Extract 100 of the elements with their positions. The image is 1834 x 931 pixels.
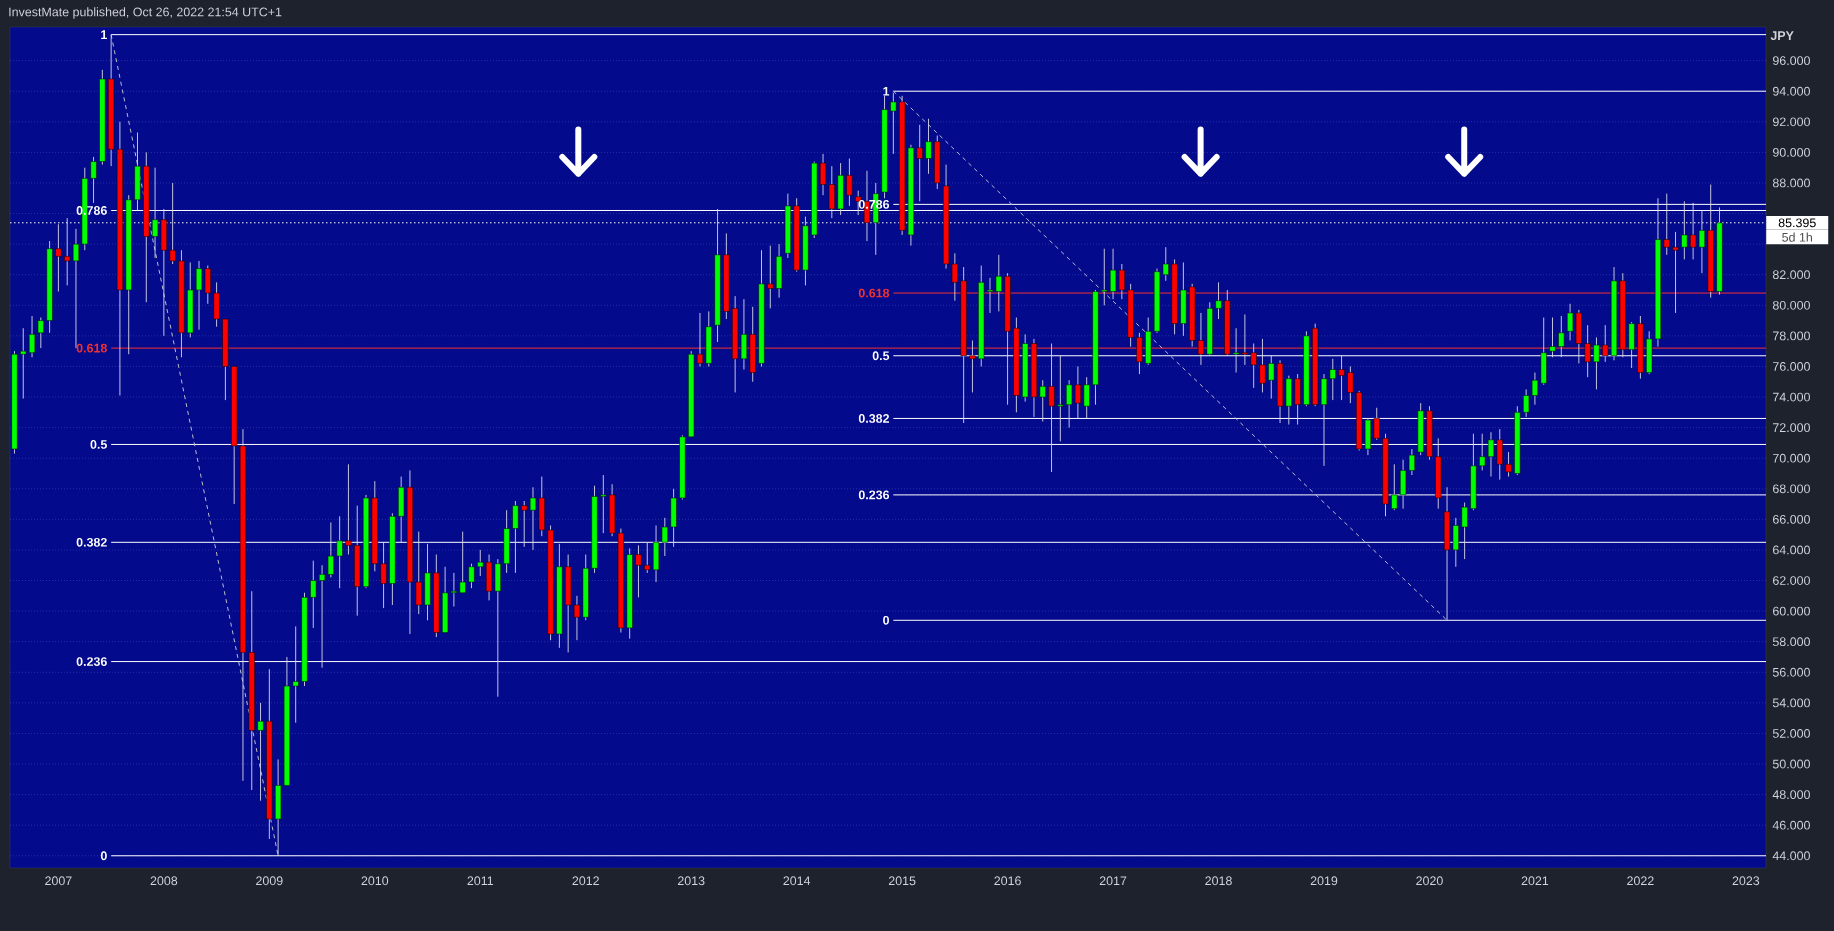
y-tick-label: 74.000 — [1773, 392, 1810, 402]
candlestick — [986, 277, 994, 314]
y-tick-label: 88.000 — [1772, 178, 1810, 188]
candlestick — [1101, 248, 1108, 306]
series-label: 0.382 — [858, 414, 890, 423]
y-tick-label: 82.000 — [1772, 270, 1810, 280]
y-tick-label: 48.000 — [1772, 790, 1810, 800]
candlestick — [468, 563, 475, 589]
candlestick — [1558, 315, 1565, 358]
x-tick-label: 2019 — [1310, 876, 1338, 886]
candlestick — [1338, 355, 1345, 401]
y-tick-label: 92.000 — [1772, 117, 1810, 127]
y-tick-label: 58.000 — [1772, 637, 1810, 647]
candlestick — [1461, 502, 1468, 560]
x-tick-label: 2008 — [150, 876, 178, 886]
candlestick — [1268, 355, 1275, 400]
x-tick-label: 2020 — [1416, 876, 1443, 886]
candlestick — [1584, 324, 1591, 378]
candlestick — [477, 549, 484, 577]
candlestick — [1549, 317, 1556, 358]
candlestick — [336, 515, 343, 589]
candlestick — [28, 315, 36, 358]
candlestick — [1162, 246, 1169, 282]
candlestick — [1391, 463, 1398, 511]
x-tick-label: 2010 — [361, 876, 389, 886]
y-axis-title: JPY — [1770, 31, 1794, 41]
candlestick — [1681, 200, 1688, 260]
x-tick-label: 2023 — [1732, 876, 1760, 886]
series-label: 1 — [883, 86, 890, 96]
x-tick-label: 2009 — [256, 876, 283, 886]
candlestick — [1039, 379, 1046, 422]
x-tick-label: 2013 — [677, 876, 705, 886]
y-tick-label: 68.000 — [1773, 484, 1810, 494]
candlestick — [890, 92, 897, 155]
candlestick — [64, 217, 71, 286]
candlestick — [1329, 358, 1336, 401]
candlestick — [512, 500, 519, 574]
y-tick-label: 66.000 — [1773, 514, 1810, 524]
y-tick-label: 90.000 — [1772, 147, 1810, 157]
candlestick — [1048, 343, 1055, 473]
candlestick — [55, 223, 62, 292]
candlestick — [37, 317, 44, 349]
series-label: 0.382 — [76, 537, 107, 547]
series-label: 0.236 — [76, 657, 107, 666]
x-tick-label: 2018 — [1205, 876, 1232, 886]
y-tick-label: 96.000 — [1772, 56, 1810, 66]
text: 5d 1h — [1782, 232, 1812, 242]
y-tick-label: 44.000 — [1772, 851, 1810, 861]
candlestick — [1347, 366, 1354, 404]
x-tick-label: 2022 — [1627, 876, 1654, 886]
candlestick — [169, 182, 176, 265]
candlestick — [925, 118, 932, 175]
candlestick — [1259, 338, 1266, 393]
y-tick-label: 50.000 — [1772, 759, 1810, 769]
candlestick — [195, 260, 203, 331]
candlestick — [90, 156, 97, 204]
candlestick — [529, 486, 537, 551]
candlestick — [995, 254, 1002, 312]
x-tick-label: 2021 — [1521, 876, 1549, 886]
y-tick-label: 76.000 — [1773, 362, 1810, 371]
candlestick — [459, 531, 466, 594]
x-tick-label: 2017 — [1099, 876, 1127, 886]
ref-line-label: 85.395 — [1778, 218, 1816, 228]
candlestick — [20, 327, 27, 400]
y-tick-label: 80.000 — [1772, 300, 1810, 310]
candlestick — [1250, 343, 1257, 389]
candlestick — [635, 544, 642, 598]
series-label: 0.618 — [858, 288, 890, 298]
y-tick-label: 60.000 — [1773, 606, 1810, 616]
x-tick-label: 2011 — [467, 876, 494, 886]
series-label: 1 — [101, 30, 107, 39]
candlestick — [969, 340, 976, 393]
series-label: 0.618 — [76, 343, 107, 353]
candlestick — [1505, 451, 1512, 477]
x-tick-label: 2014 — [783, 876, 811, 886]
x-tick-label: 2016 — [994, 876, 1021, 886]
candlestick — [1593, 336, 1600, 390]
candlestick — [292, 625, 299, 724]
candlestick — [600, 474, 607, 534]
y-tick-label: 70.000 — [1773, 453, 1810, 463]
candlestick — [846, 158, 853, 207]
x-tick-label: 2007 — [45, 876, 72, 886]
series-label: 0 — [883, 615, 890, 625]
candlestick — [1215, 281, 1222, 320]
y-tick-label: 56.000 — [1772, 667, 1810, 677]
candlestick — [644, 541, 651, 574]
candlestick — [380, 541, 387, 609]
candlestick — [696, 312, 704, 367]
candlestick — [1672, 231, 1679, 314]
candlestick — [1602, 324, 1609, 363]
candlestick — [1083, 376, 1090, 419]
candlestick — [1057, 355, 1064, 442]
y-tick-label: 64.000 — [1773, 545, 1810, 555]
candlestick — [415, 531, 422, 615]
y-tick-label: 54.000 — [1772, 698, 1810, 708]
candlestick — [521, 500, 528, 548]
candlestick — [257, 702, 264, 802]
y-tick-label: 72.000 — [1773, 423, 1810, 433]
candlestick — [1663, 193, 1670, 256]
candlestick — [1479, 433, 1486, 471]
